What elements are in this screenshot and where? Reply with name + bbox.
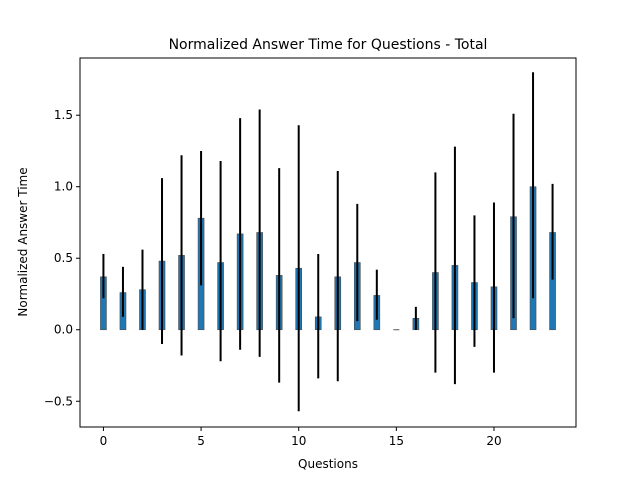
plot-frame	[79, 57, 577, 428]
y-axis-label: Normalized Answer Time	[16, 167, 30, 316]
plot-area	[100, 72, 556, 412]
x-tick-label: 5	[197, 434, 205, 448]
x-tick-label: 20	[486, 434, 501, 448]
y-tick-label: 0.5	[54, 251, 73, 265]
y-tick-label: 1.5	[54, 108, 73, 122]
y-tick-label: −0.5	[44, 394, 73, 408]
x-tick-label: 10	[291, 434, 306, 448]
x-tick-label: 0	[100, 434, 108, 448]
chart-title: Normalized Answer Time for Questions - T…	[169, 37, 488, 53]
x-axis-label: Questions	[298, 457, 358, 471]
y-tick-label: 0.0	[54, 323, 73, 337]
y-tick-label: 1.0	[54, 180, 73, 194]
x-tick-label: 15	[389, 434, 404, 448]
